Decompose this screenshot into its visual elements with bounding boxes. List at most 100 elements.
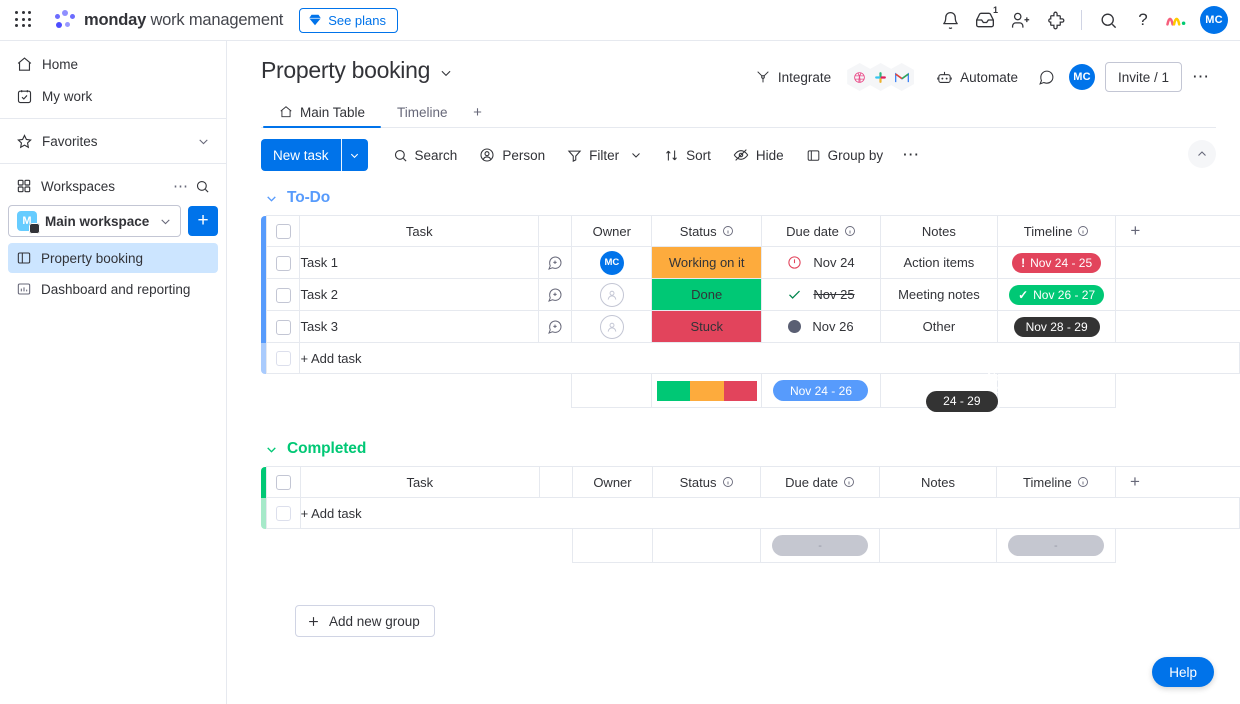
help-button[interactable]: Help — [1152, 657, 1214, 687]
chevron-down-icon[interactable] — [265, 192, 278, 205]
column-header-notes[interactable]: Notes — [879, 215, 998, 247]
sidebar-item-my-work[interactable]: My work — [8, 81, 218, 111]
toolbar-hide-button[interactable]: Hide — [724, 139, 793, 171]
chevron-down-icon[interactable] — [265, 443, 278, 456]
add-workspace-button[interactable]: + — [188, 206, 218, 236]
summary-status[interactable] — [652, 528, 761, 563]
new-task-dropdown-icon[interactable] — [341, 139, 368, 171]
summary-status[interactable] — [651, 373, 763, 408]
row-checkbox[interactable] — [275, 287, 291, 303]
table-row[interactable]: Task 2 — [261, 278, 1240, 311]
invite-member-icon[interactable] — [1004, 4, 1036, 36]
notifications-bell-icon[interactable] — [934, 4, 966, 36]
cell-due-date[interactable]: Nov 26 — [761, 310, 881, 343]
add-task-button[interactable]: + Add task — [299, 342, 1240, 374]
add-column-button[interactable]: + — [1115, 215, 1240, 247]
open-item-icon[interactable] — [539, 247, 571, 278]
column-header-status[interactable]: Status — [651, 215, 763, 247]
add-task-checkbox[interactable] — [275, 351, 291, 367]
column-header-task[interactable]: Task — [299, 466, 541, 498]
chevron-down-icon[interactable] — [159, 215, 172, 228]
cell-status[interactable]: Stuck — [651, 310, 763, 343]
cell-due-date[interactable]: Nov 25 — [761, 278, 881, 311]
column-header-timeline[interactable]: Timeline — [996, 215, 1117, 247]
toolbar-filter-button[interactable]: Filter — [558, 139, 651, 171]
column-header-task[interactable]: Task — [299, 215, 539, 247]
gmail-hex-icon[interactable] — [889, 63, 915, 91]
apps-grid-icon[interactable] — [13, 9, 35, 31]
cell-notes[interactable]: Other — [879, 310, 998, 343]
board-chat-button[interactable] — [1030, 62, 1063, 92]
sidebar-item-favorites[interactable]: Favorites — [8, 126, 218, 156]
toolbar-search-button[interactable]: Search — [384, 139, 467, 171]
help-question-icon[interactable]: ? — [1138, 10, 1148, 29]
column-header-owner[interactable]: Owner — [571, 215, 653, 247]
invite-button[interactable]: Invite / 1 — [1104, 62, 1182, 92]
add-task-row[interactable]: + Add task — [261, 342, 1240, 374]
toolbar-more-button[interactable]: ⋯ — [902, 145, 921, 164]
column-header-due-date[interactable]: Due date — [761, 215, 881, 247]
cell-notes[interactable]: Meeting notes — [879, 278, 998, 311]
inbox-icon[interactable]: 1 — [969, 4, 1001, 36]
tab-main-table[interactable]: Main Table — [263, 97, 382, 128]
cell-timeline[interactable]: ✓ Nov 26 - 27 — [996, 278, 1117, 311]
slack-hex-icon[interactable] — [868, 63, 894, 91]
integrate-button[interactable]: Integrate — [747, 62, 839, 92]
toolbar-sort-button[interactable]: Sort — [655, 139, 720, 171]
workspaces-more-icon[interactable]: ⋯ — [173, 178, 189, 195]
monday-logo[interactable]: monday work management — [53, 10, 283, 30]
board-member-avatar[interactable]: MC — [1068, 64, 1095, 90]
sidebar-item-home[interactable]: Home — [8, 49, 218, 79]
owner-avatar-wrap[interactable] — [572, 279, 651, 310]
open-item-icon[interactable] — [539, 279, 571, 310]
summary-due-date[interactable]: - — [759, 528, 881, 563]
search-icon[interactable] — [1092, 4, 1124, 36]
add-task-button[interactable]: + Add task — [299, 497, 1240, 529]
owner-avatar-wrap[interactable]: MC — [572, 247, 651, 278]
chevron-down-icon[interactable] — [197, 135, 210, 148]
add-tab-button[interactable]: + — [473, 103, 482, 121]
open-item-icon[interactable] — [539, 311, 571, 342]
sidebar-item-property-booking[interactable]: Property booking — [8, 243, 218, 273]
table-row[interactable]: Task 3 — [261, 310, 1240, 343]
automate-button[interactable]: Automate — [928, 62, 1026, 92]
column-header-due-date[interactable]: Due date — [759, 466, 881, 498]
chevron-down-icon[interactable] — [439, 66, 453, 80]
toolbar-group-by-button[interactable]: Group by — [797, 139, 893, 171]
collapse-toolbar-button[interactable] — [1188, 140, 1216, 168]
cell-timeline[interactable]: ! Nov 24 - 25 — [996, 246, 1117, 279]
avatar[interactable]: MC — [1200, 6, 1228, 34]
column-header-status[interactable]: Status — [652, 466, 761, 498]
cell-status[interactable]: Working on it — [651, 246, 763, 279]
timeline-pill[interactable]: Nov 28 - 29 — [1013, 316, 1100, 337]
add-column-button[interactable]: + — [1114, 466, 1240, 498]
cell-task-name[interactable]: Task 2 — [299, 278, 539, 311]
add-new-group-button[interactable]: Add new group — [295, 605, 435, 637]
summary-timeline[interactable]: Nov 24 - 29 24 - 29 — [925, 370, 1117, 412]
chevron-down-icon[interactable] — [630, 149, 642, 161]
cell-open-item[interactable] — [537, 278, 573, 311]
timeline-pill[interactable]: ✓ Nov 26 - 27 — [1009, 284, 1105, 305]
column-header-owner[interactable]: Owner — [571, 466, 654, 498]
add-task-checkbox[interactable] — [275, 506, 291, 522]
cell-owner[interactable] — [571, 310, 653, 343]
board-more-options-button[interactable]: ⋯ — [1192, 67, 1210, 86]
cell-due-date[interactable]: Nov 24 — [761, 246, 881, 279]
monday-mini-logo-icon[interactable] — [1162, 5, 1192, 35]
dribbble-hex-icon[interactable] — [847, 63, 873, 91]
workspaces-search-icon[interactable] — [195, 179, 210, 194]
see-plans-button[interactable]: See plans — [299, 7, 399, 33]
cell-status[interactable]: Done — [651, 278, 763, 311]
table-row[interactable]: Task 1 MC — [261, 246, 1240, 279]
group-title[interactable]: Completed — [287, 440, 367, 457]
column-header-notes[interactable]: Notes — [879, 466, 997, 498]
add-task-row[interactable]: + Add task — [261, 497, 1240, 529]
group-title[interactable]: To-Do — [287, 189, 331, 206]
cell-open-item[interactable] — [537, 246, 573, 279]
cell-notes[interactable]: Action items — [879, 246, 998, 279]
sidebar-item-dashboard-and-reporting[interactable]: Dashboard and reporting — [8, 274, 218, 304]
sidebar-item-workspaces[interactable]: Workspaces ⋯ — [8, 171, 218, 201]
apps-puzzle-icon[interactable] — [1039, 4, 1071, 36]
row-checkbox[interactable] — [275, 255, 291, 271]
column-header-timeline[interactable]: Timeline — [995, 466, 1116, 498]
